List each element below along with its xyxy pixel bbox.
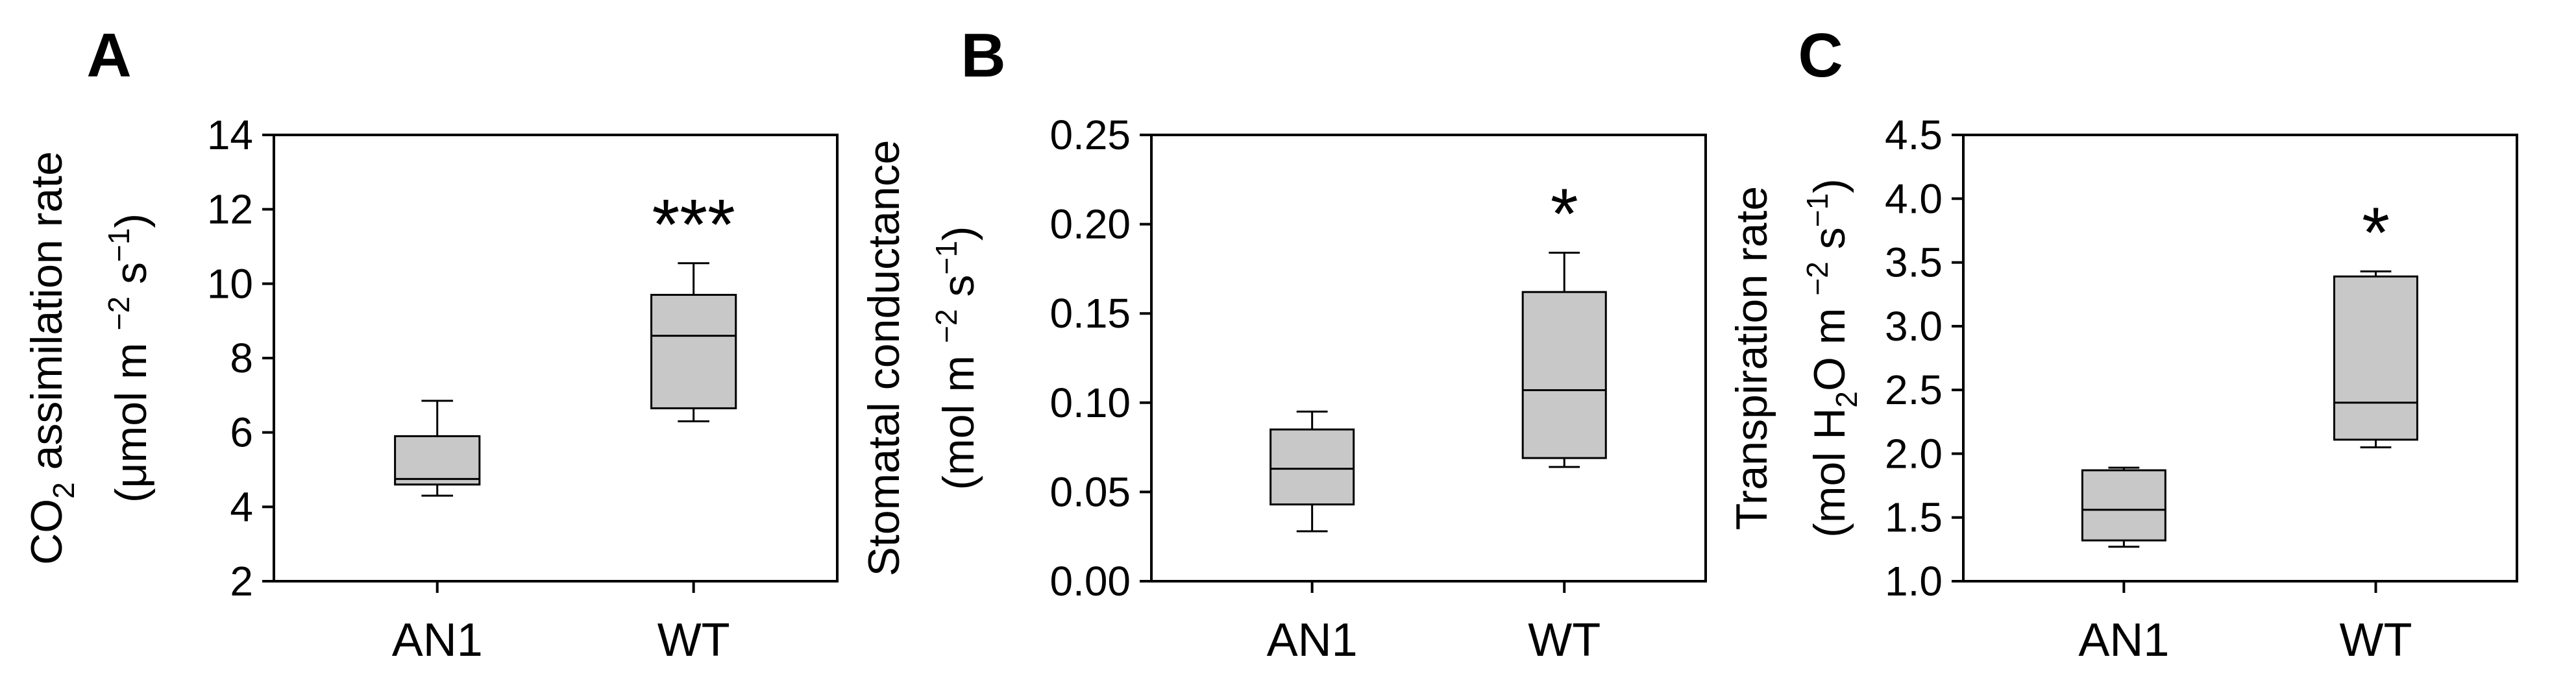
box-an1 [2081,466,2166,548]
x-tick-label-an1: AN1 [392,614,483,666]
significance-label: * [1551,174,1578,254]
y-tick-label: 6 [230,409,253,456]
y-axis-title-line2: (mol H2O m −2 s−1) [1800,178,1863,538]
y-tick-label: 8 [230,335,253,381]
box-iqr [1521,291,1607,459]
panel-a: A 2 4 6 8 10 12 14 AN1 WT *** CO2 assimilation rate… [22,21,839,666]
y-tick-label: 10 [207,260,253,307]
y-tick-label: 2 [230,558,253,605]
box-iqr [650,294,737,409]
y-tick-label: 3.5 [1885,239,1943,286]
box-iqr [2333,275,2418,441]
y-tick-label: 14 [207,112,253,158]
y-tick-label: 2.0 [1885,430,1943,477]
y-tick-label: 4.0 [1885,175,1943,222]
y-tick-label: 0.25 [1049,112,1131,158]
y-tick-label: 0.10 [1049,379,1131,426]
y-tick-label: 4 [230,483,253,530]
x-tick-label-an1: AN1 [2078,614,2169,666]
panel-b: B 0.00 0.05 0.10 0.15 0.20 0.25 AN1 WT * Stomatal … [859,21,1707,666]
y-tick-label: 1.0 [1885,558,1943,605]
plot-frame [1962,134,2518,583]
y-tick-label: 1.5 [1885,494,1943,541]
significance-label: *** [652,185,735,265]
significance-label: * [2362,193,2390,272]
y-axis-title-line1: Transpiration rate [1727,186,1776,530]
box-iqr [394,435,481,486]
y-tick-label: 2.5 [1885,367,1943,413]
panel-letter: C [1798,21,1843,90]
y-tick-label: 4.5 [1885,112,1943,158]
box-iqr [2081,469,2166,542]
y-tick-label: 0.05 [1049,468,1131,515]
box-iqr [1270,428,1355,506]
y-axis-title-line2: (mol m −2 s−1) [929,226,983,490]
box-an1 [1270,411,1355,533]
panel-c: C 1.0 1.5 2.0 2.5 3.0 3.5 4.0 4.5 AN1 WT * Transpira… [1727,21,2518,666]
x-tick-label-wt: WT [657,614,730,666]
box-an1 [394,400,481,497]
x-tick-label-wt: WT [2340,614,2412,666]
box-wt: *** [650,185,737,422]
panel-letter: A [86,21,131,90]
plot-frame [273,134,839,583]
y-tick-label: 0.15 [1049,290,1131,337]
x-tick-label-an1: AN1 [1267,614,1358,666]
y-axis-title-line2: (μmol m −2 s−1) [102,213,156,503]
y-tick-label: 0.20 [1049,201,1131,248]
x-tick-label-wt: WT [1528,614,1601,666]
y-tick-label: 0.00 [1049,558,1131,605]
y-tick-label: 12 [207,186,253,233]
panel-letter: B [961,21,1005,90]
y-tick-label: 3.0 [1885,303,1943,350]
box-wt: * [1521,174,1607,468]
plot-frame [1150,134,1707,583]
y-axis-title-line1: Stomatal conductance [859,140,909,577]
y-axis-title-line1: CO2 assimilation rate [22,151,80,565]
box-wt: * [2333,193,2418,449]
